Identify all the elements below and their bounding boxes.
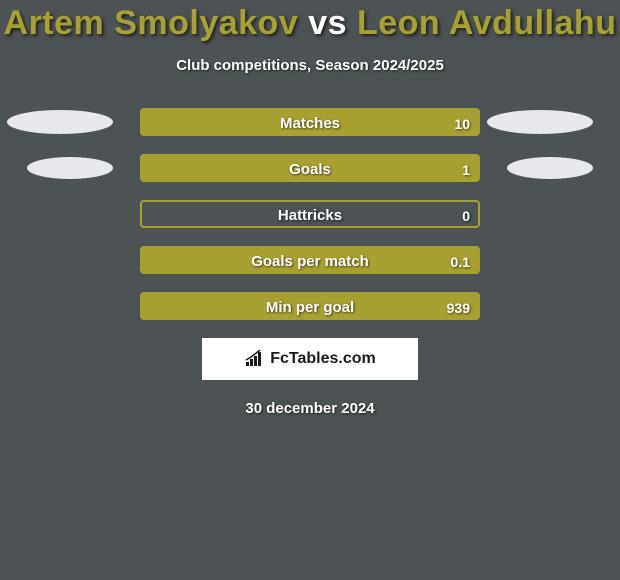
- bar-chart-icon: [244, 350, 266, 368]
- value-right: 0.1: [451, 248, 470, 276]
- subtitle: Club competitions, Season 2024/2025: [0, 57, 620, 74]
- stat-row: 0Hattricks: [0, 200, 620, 228]
- value-right: 10: [454, 110, 470, 138]
- logo-text: FcTables.com: [270, 350, 376, 368]
- stat-bar: 0Hattricks: [140, 200, 480, 228]
- stat-row: 10Matches: [0, 108, 620, 136]
- player2-oval: [507, 157, 593, 179]
- stat-bar: 10Matches: [140, 108, 480, 136]
- value-right: 939: [447, 294, 470, 322]
- stat-bar: 939Min per goal: [140, 292, 480, 320]
- player1-oval: [27, 157, 113, 179]
- bar-fill-right: [142, 156, 478, 180]
- page-title: Artem Smolyakov vs Leon Avdullahu: [0, 4, 620, 43]
- stat-label: Hattricks: [142, 202, 478, 230]
- fctables-logo[interactable]: FcTables.com: [202, 338, 418, 380]
- comparison-widget: Artem Smolyakov vs Leon Avdullahu Club c…: [0, 0, 620, 417]
- stat-bar: 1Goals: [140, 154, 480, 182]
- value-right: 1: [462, 156, 470, 184]
- stat-row: 939Min per goal: [0, 292, 620, 320]
- player1-name: Artem Smolyakov: [4, 4, 299, 42]
- stats-area: 10Matches 1Goals 0Hattricks 0.1Goals per ma…: [0, 108, 620, 320]
- player1-oval: [7, 110, 113, 134]
- bar-fill-right: [142, 110, 478, 134]
- player2-oval: [487, 110, 593, 134]
- bar-fill-right: [142, 248, 478, 272]
- stat-row: 1Goals: [0, 154, 620, 182]
- player2-name: Leon Avdullahu: [357, 4, 616, 42]
- value-right: 0: [462, 202, 470, 230]
- stat-row: 0.1Goals per match: [0, 246, 620, 274]
- date-text: 30 december 2024: [0, 400, 620, 417]
- bar-fill-right: [142, 294, 478, 318]
- stat-bar: 0.1Goals per match: [140, 246, 480, 274]
- vs-text: vs: [308, 4, 347, 42]
